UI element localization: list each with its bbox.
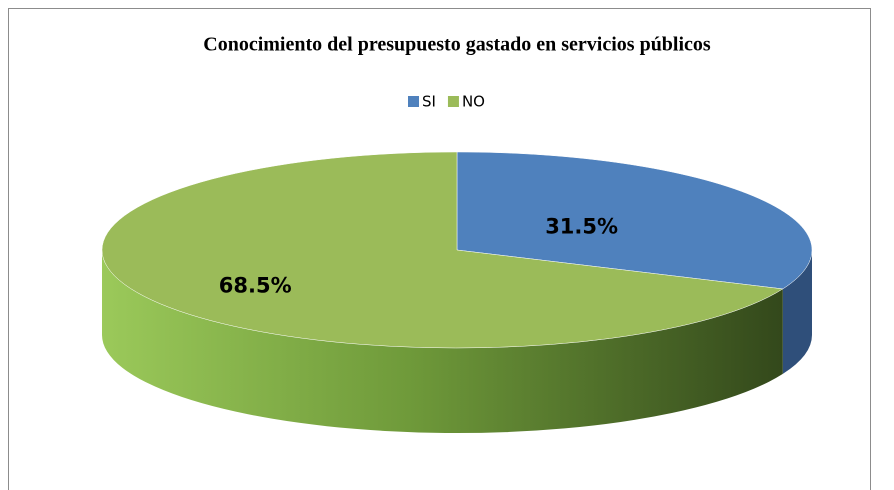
legend-label: SI bbox=[422, 93, 436, 111]
data-label: 31.5% bbox=[545, 214, 618, 238]
chart-title: Conocimiento del presupuesto gastado en … bbox=[203, 34, 711, 56]
slice-side bbox=[102, 250, 783, 433]
slice bbox=[101, 151, 784, 349]
legend-swatch bbox=[447, 96, 459, 107]
data-label: 68.5% bbox=[219, 274, 292, 298]
slice bbox=[456, 151, 813, 290]
legend-swatch bbox=[408, 96, 419, 107]
legend-label: NO bbox=[462, 93, 485, 111]
slice-side bbox=[782, 250, 812, 374]
